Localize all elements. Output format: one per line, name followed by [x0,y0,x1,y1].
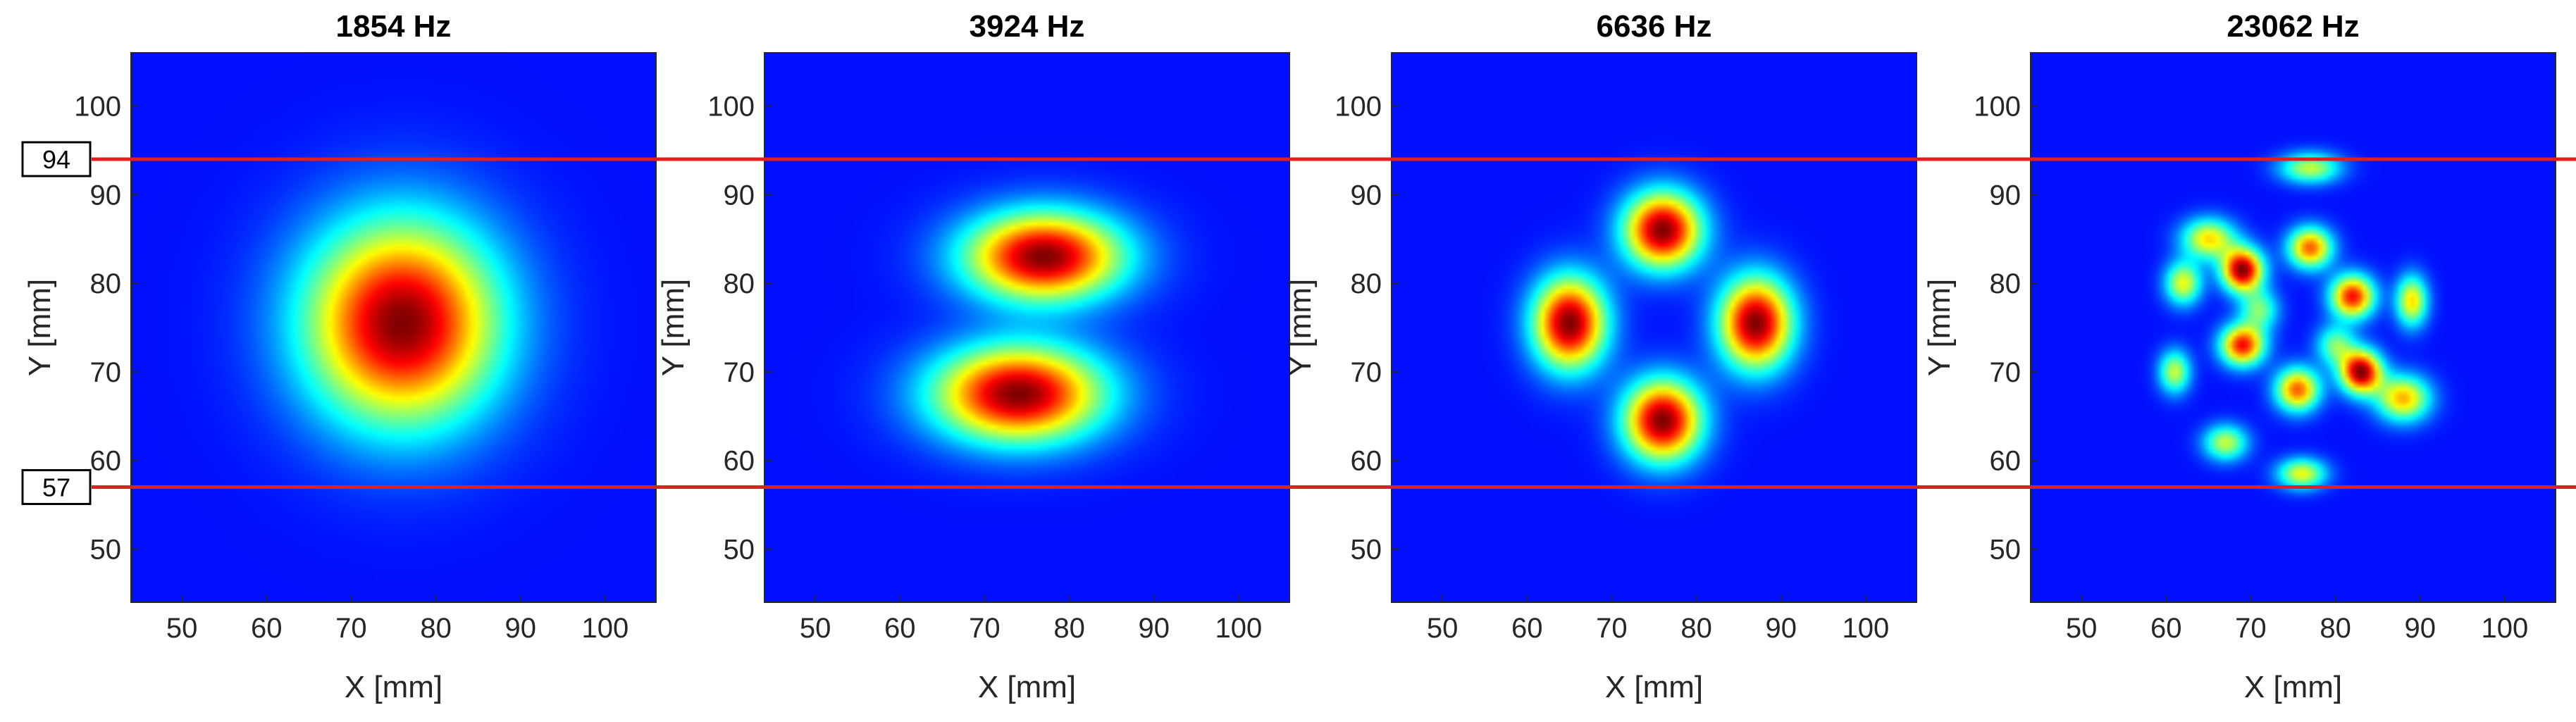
axes-frame [1391,52,1917,603]
y-tick-label: 60 [724,446,755,477]
y-tick-label: 60 [1351,446,1382,477]
y-axis-label: Y [mm] [1922,279,1957,377]
y-tick-label: 90 [1351,180,1382,211]
x-tick-label: 70 [2235,613,2267,644]
x-axis-label: X [mm] [345,670,442,704]
x-tick-label: 80 [1680,613,1712,644]
y-axis-label: Y [mm] [656,279,691,377]
y-tick-label: 80 [724,268,755,299]
y-tick-label: 50 [1351,535,1382,566]
reference-label-box [21,141,92,178]
x-axis-label: X [mm] [2244,670,2342,704]
x-tick-label: 80 [1053,613,1085,644]
x-tick-label: 80 [2320,613,2351,644]
x-tick-label: 70 [1596,613,1628,644]
reference-label-box [21,468,92,505]
y-tick-label: 70 [1990,357,2021,388]
y-tick-label: 60 [1990,446,2021,477]
x-tick-label: 90 [1765,613,1797,644]
y-tick-label: 70 [724,357,755,388]
reference-label: 94 [42,145,70,174]
x-tick-label: 100 [1215,613,1263,644]
y-tick-label: 80 [1990,268,2021,299]
x-tick-label: 70 [335,613,367,644]
x-tick-label: 100 [582,613,629,644]
x-tick-label: 70 [969,613,1001,644]
x-tick-label: 60 [251,613,283,644]
x-axis-label: X [mm] [978,670,1076,704]
y-tick-label: 50 [1990,535,2021,566]
y-tick-label: 50 [724,535,755,566]
axes-frame [130,52,657,603]
x-tick-label: 100 [1843,613,1890,644]
heatmap-image [2031,53,2556,602]
x-tick-label: 90 [1138,613,1170,644]
y-tick-label: 100 [74,91,121,122]
heatmap-panel-3: 6636 Hz 50 60 70 80 90 100 50 60 70 80 90 100 X [mm] Y… [1283,9,1917,704]
x-axis-label: X [mm] [1605,670,1703,704]
y-tick-label: 100 [1974,91,2021,122]
reference-label: 57 [42,473,70,502]
x-tick-label: 80 [420,613,452,644]
panel-title: 3924 Hz [970,9,1085,44]
heatmap-panel-4: 23062 Hz 50 60 70 80 90 100 50 60 70 80 90 100 X [mm]… [1922,9,2556,704]
y-tick-label: 90 [724,180,755,211]
y-tick-label: 100 [1335,91,1382,122]
x-tick-label: 90 [2404,613,2436,644]
y-tick-label: 80 [90,268,122,299]
y-tick-label: 100 [707,91,755,122]
x-tick-label: 50 [1427,613,1459,644]
x-tick-label: 50 [2066,613,2098,644]
y-tick-label: 90 [1990,180,2021,211]
axes-frame [764,52,1290,603]
y-axis-label: Y [mm] [23,279,57,377]
x-tick-label: 60 [1511,613,1543,644]
x-tick-label: 100 [2482,613,2529,644]
panel-title: 23062 Hz [2227,9,2359,44]
axes-frame [2030,52,2556,603]
y-tick-label: 80 [1351,268,1382,299]
x-tick-label: 50 [800,613,831,644]
x-tick-label: 50 [166,613,198,644]
y-axis-label: Y [mm] [1283,279,1318,377]
heatmap-image [764,53,1289,602]
heatmap-panel-2: 3924 Hz 50 60 70 80 90 100 50 60 70 80 90 100 X [mm] Y… [656,9,1290,704]
x-tick-label: 60 [2150,613,2182,644]
heatmap-image [1392,53,1916,602]
panel-title: 1854 Hz [336,9,452,44]
heatmap-panel-1: 1854 Hz 50 60 70 80 90 100 50 60 70 80 90 100 X [mm] Y… [23,9,657,704]
y-tick-label: 70 [90,357,122,388]
panel-title: 6636 Hz [1597,9,1712,44]
x-tick-label: 90 [504,613,536,644]
y-tick-label: 70 [1351,357,1382,388]
y-tick-label: 50 [90,535,122,566]
x-tick-label: 60 [884,613,916,644]
heatmap-image [131,53,656,602]
y-tick-label: 60 [90,446,122,477]
y-tick-label: 90 [90,180,122,211]
